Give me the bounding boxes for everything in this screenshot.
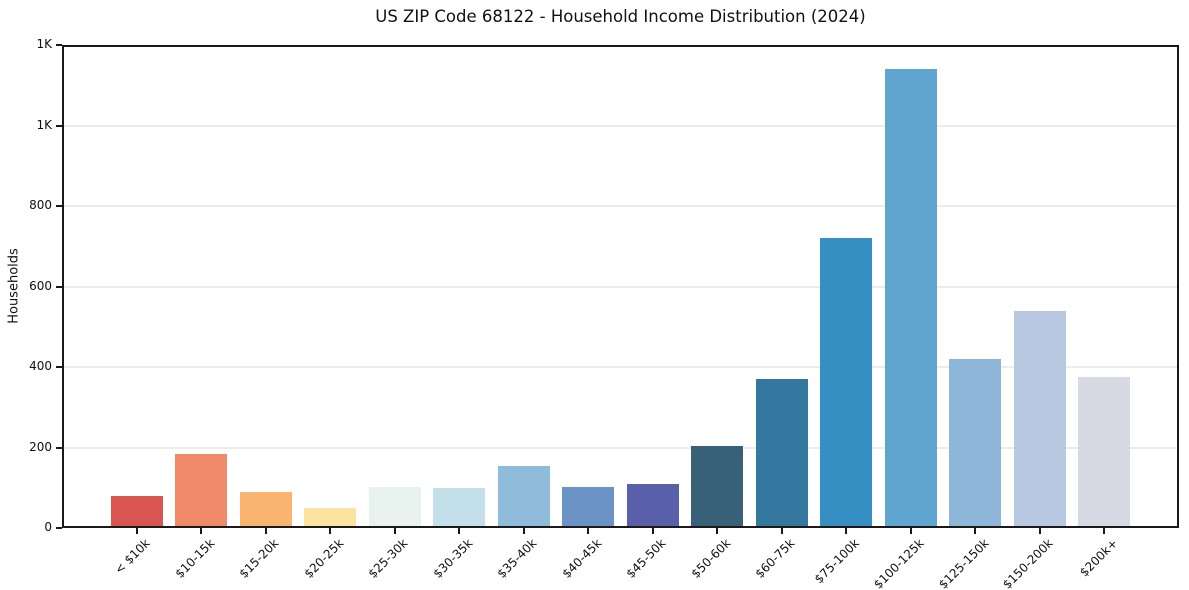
- x-tick: [522, 528, 525, 534]
- y-tick: [56, 124, 62, 127]
- x-tick: [974, 528, 977, 534]
- y-tick-label: 800: [29, 198, 52, 212]
- bar-60-75k: [755, 379, 808, 528]
- bar-45-50k: [626, 484, 679, 528]
- x-tick: [845, 528, 848, 534]
- x-tick: [1103, 528, 1106, 534]
- x-tick-label: $35-40k: [494, 536, 540, 581]
- bar-30-35k: [433, 487, 486, 528]
- y-tick-label: 1K: [36, 117, 52, 132]
- x-tick-label: $10-15k: [172, 536, 218, 581]
- bar-200k+: [1078, 377, 1131, 528]
- y-tick-label: 0: [44, 520, 52, 534]
- bar-150-200k: [1013, 310, 1066, 528]
- x-tick: [651, 528, 654, 534]
- gridline-800: [62, 205, 1179, 207]
- gridline-200: [62, 446, 1179, 449]
- gridline-1000: [62, 124, 1179, 127]
- bar-75-100k: [820, 238, 873, 528]
- y-tick-label: 200: [29, 439, 52, 454]
- bar-10-15k: [175, 453, 228, 528]
- x-tick-label: $45-50k: [623, 536, 669, 581]
- x-tick: [780, 528, 783, 534]
- y-tick-label: 600: [29, 278, 52, 293]
- y-tick: [56, 205, 62, 207]
- x-tick-label: $30-35k: [430, 536, 476, 581]
- x-tick: [587, 528, 590, 534]
- x-tick-label: $25-30k: [365, 536, 411, 581]
- x-tick-label: $50-60k: [688, 536, 734, 581]
- x-tick: [458, 528, 461, 534]
- x-tick: [1038, 528, 1041, 534]
- bar-10k: [110, 495, 163, 528]
- x-tick-label: $150-200k: [999, 536, 1056, 590]
- y-tick: [56, 527, 62, 529]
- x-tick-label: $75-100k: [811, 536, 863, 587]
- x-tick-label: $20-25k: [301, 536, 347, 581]
- bar-20-25k: [304, 507, 357, 528]
- y-tick: [56, 366, 62, 368]
- x-tick-label: < $10k: [111, 536, 153, 577]
- x-tick-label: $200k+: [1076, 536, 1121, 580]
- y-tick: [56, 446, 62, 449]
- bar-50-60k: [691, 445, 744, 528]
- bar-40-45k: [562, 486, 615, 528]
- bar-25-30k: [368, 486, 421, 528]
- x-tick: [329, 528, 332, 534]
- x-tick-label: $100-125k: [870, 536, 927, 590]
- y-tick-label: 1K: [36, 37, 52, 51]
- bar-15-20k: [239, 491, 292, 528]
- x-tick: [393, 528, 396, 534]
- x-tick: [909, 528, 912, 534]
- chart-title: US ZIP Code 68122 - Household Income Dis…: [375, 7, 866, 26]
- y-tick: [56, 44, 62, 46]
- x-tick: [264, 528, 267, 534]
- x-tick-label: $60-75k: [752, 536, 798, 581]
- x-tick-label: $40-45k: [559, 536, 605, 581]
- bar-125-150k: [949, 358, 1002, 528]
- bar-35-40k: [497, 466, 550, 528]
- x-tick-label: $15-20k: [236, 536, 282, 581]
- y-tick: [56, 285, 62, 288]
- x-tick-label: $125-150k: [935, 536, 992, 590]
- bar-100-125k: [884, 69, 937, 528]
- gridline-400: [62, 366, 1179, 368]
- plot-area: [62, 45, 1179, 528]
- x-tick: [135, 528, 138, 534]
- x-tick: [200, 528, 203, 534]
- gridline-600: [62, 285, 1179, 288]
- x-tick: [716, 528, 719, 534]
- y-tick-label: 400: [29, 359, 52, 373]
